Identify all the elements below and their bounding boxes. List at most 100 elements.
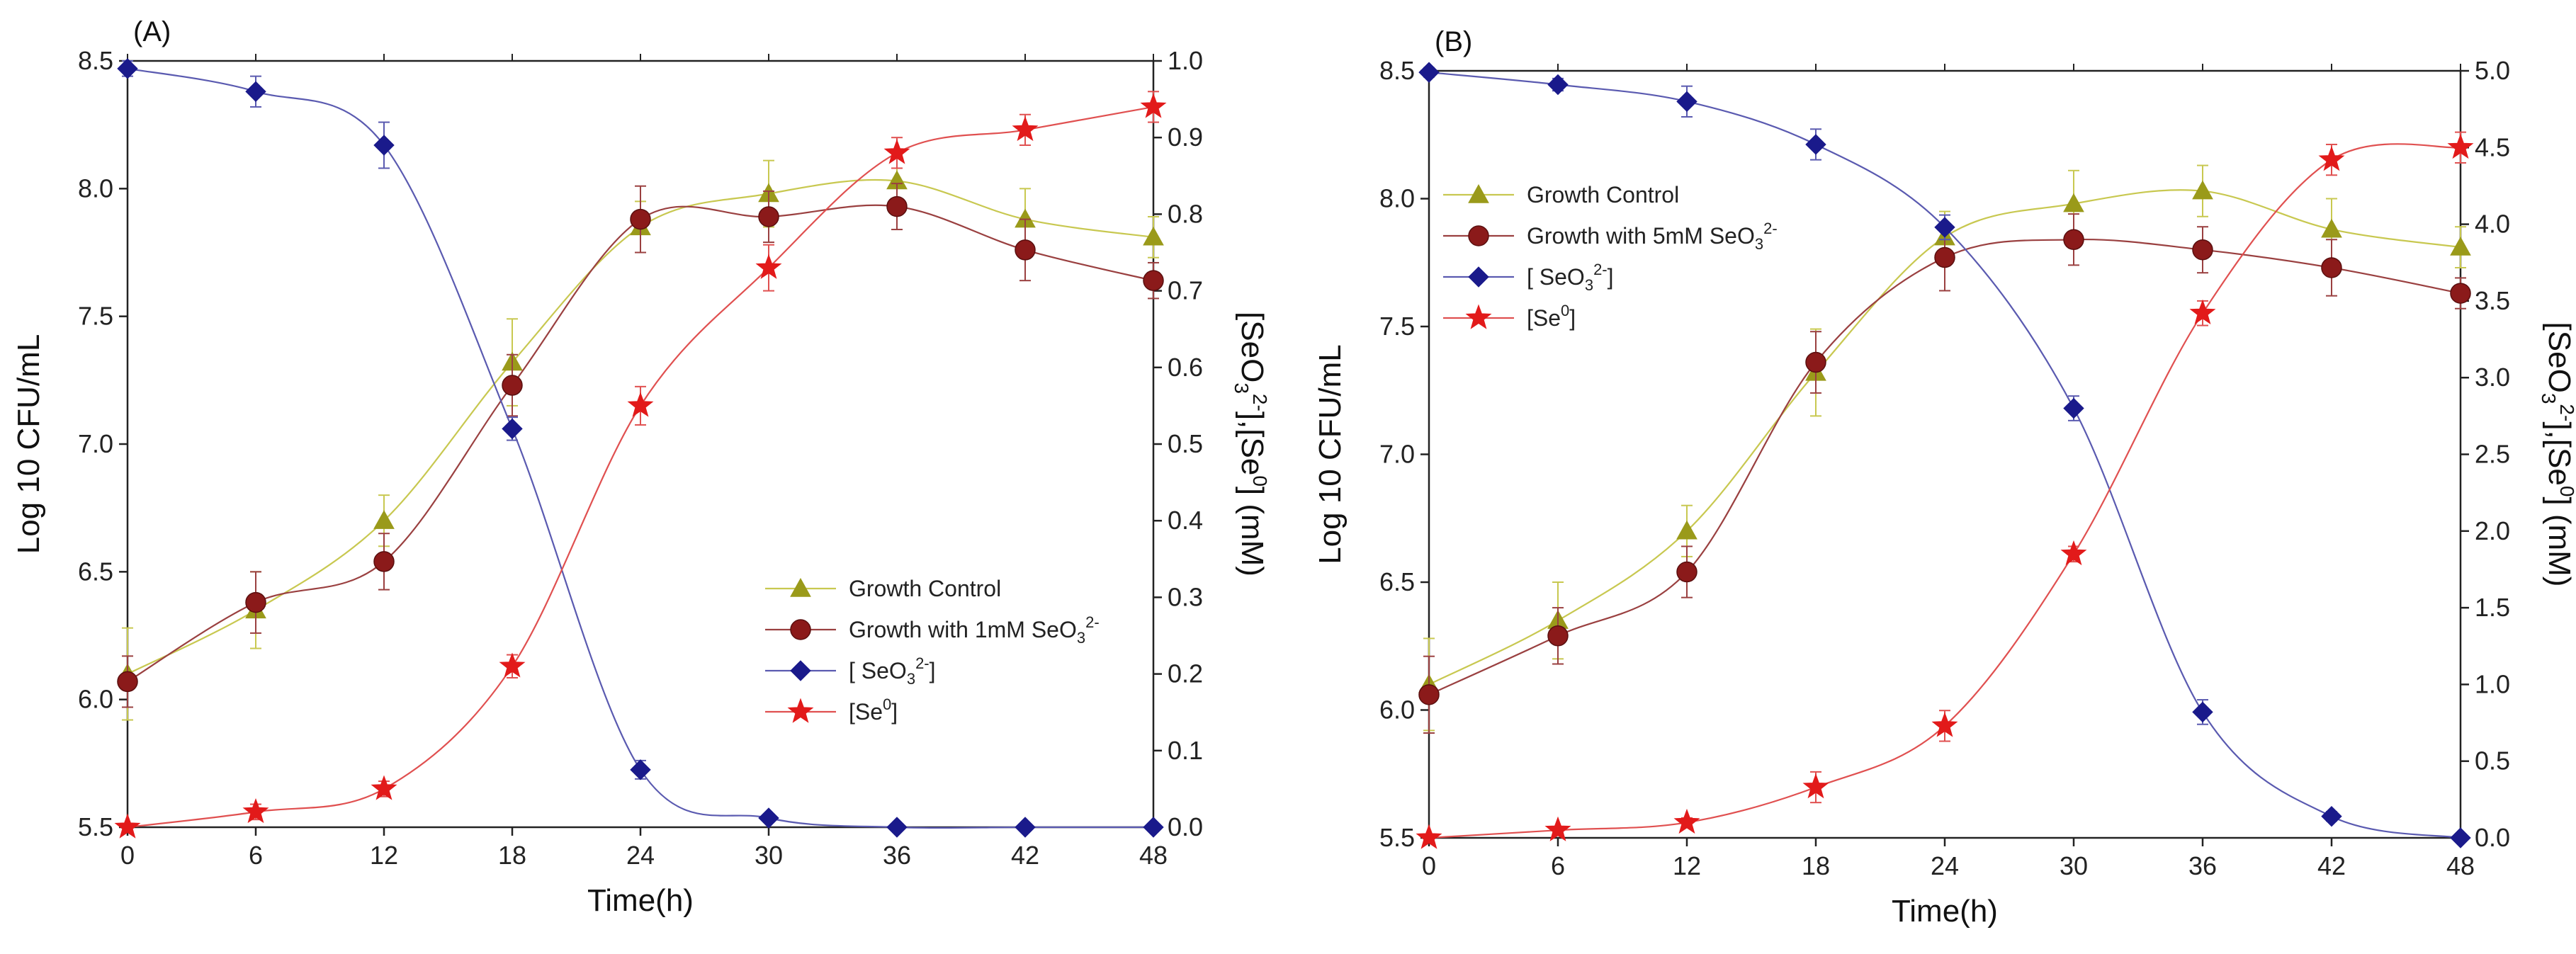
x-tick-label: 0 — [1422, 851, 1436, 880]
legend-label: [ SeO32-] — [849, 654, 936, 688]
x-tick-label: 48 — [2446, 851, 2475, 880]
y2-tick-label: 0.5 — [2475, 746, 2510, 776]
x-tick-label: 12 — [370, 841, 398, 870]
series-diamond — [117, 58, 1164, 838]
legend-marker — [790, 577, 811, 597]
data-point — [1143, 817, 1164, 838]
y2-tick-label: 0.0 — [2475, 823, 2510, 852]
series-circle — [117, 183, 1164, 708]
y2-tick-label: 4.0 — [2475, 210, 2510, 239]
y-tick-label: 5.5 — [78, 812, 113, 841]
legend-label: [Se0] — [849, 695, 898, 725]
x-tick-label: 42 — [1011, 841, 1039, 870]
data-point — [1418, 62, 1440, 83]
legend-label: Growth Control — [1527, 182, 1679, 208]
data-point — [499, 652, 526, 678]
series-line — [1428, 238, 2461, 695]
data-point — [2318, 146, 2345, 171]
y-tick-label: 8.5 — [1379, 56, 1415, 85]
data-point — [1012, 115, 1039, 142]
x-tick-label: 18 — [1802, 851, 1830, 880]
data-point — [1934, 217, 1955, 238]
y2-tick-label: 0.1 — [1168, 736, 1203, 765]
y2-tick-label: 0.4 — [1168, 506, 1203, 535]
y-tick-label: 5.5 — [1379, 823, 1415, 852]
y2-tick-label: 0.7 — [1168, 276, 1203, 305]
x-tick-label: 30 — [2060, 851, 2088, 880]
data-point — [1934, 246, 1955, 268]
y-axis-label: Log 10 CFU/mL — [1313, 344, 1348, 564]
x-tick-label: 30 — [755, 841, 783, 870]
data-point — [2450, 827, 2471, 848]
x-tick-label: 12 — [1673, 851, 1701, 880]
data-point — [755, 254, 782, 279]
data-point — [2450, 237, 2471, 256]
series-star — [1416, 131, 2474, 849]
y2-tick-label: 5.0 — [2475, 56, 2510, 85]
y2-axis-label: [SeO32-],[Se0] (mM) — [1231, 312, 1271, 577]
data-point — [117, 58, 138, 79]
series-star — [114, 91, 1167, 839]
y-tick-label: 8.0 — [1379, 184, 1415, 213]
legend-marker — [1468, 183, 1489, 203]
x-tick-label: 48 — [1139, 841, 1168, 870]
data-point — [245, 81, 266, 102]
y2-tick-label: 0.5 — [1168, 429, 1203, 458]
y2-tick-label: 0.8 — [1168, 199, 1203, 228]
data-point — [2192, 180, 2213, 200]
data-point — [627, 392, 654, 417]
data-point — [1418, 684, 1440, 705]
data-point — [2321, 218, 2342, 238]
data-point — [883, 139, 910, 164]
y2-tick-label: 3.0 — [2475, 363, 2510, 392]
y2-tick-label: 3.5 — [2475, 286, 2510, 315]
data-point — [1676, 520, 1697, 540]
data-point — [1805, 134, 1826, 155]
data-point — [242, 797, 269, 824]
x-tick-label: 6 — [1551, 851, 1565, 880]
y-tick-label: 7.0 — [1379, 440, 1415, 469]
data-point — [1416, 824, 1442, 849]
data-point — [1547, 625, 1569, 647]
x-tick-label: 42 — [2317, 851, 2346, 880]
panel-label: (A) — [133, 16, 171, 47]
legend-marker — [1468, 266, 1489, 288]
data-point — [758, 206, 779, 227]
data-point — [373, 135, 395, 156]
y-tick-label: 7.5 — [78, 302, 113, 331]
y2-tick-label: 2.5 — [2475, 440, 2510, 469]
series-line — [1428, 189, 2461, 686]
series-line — [127, 67, 1153, 829]
data-point — [2321, 805, 2342, 827]
data-point — [758, 807, 779, 829]
data-point — [1805, 351, 1826, 373]
y2-axis-label: [SeO32-],[Se0] (mM) — [2538, 322, 2576, 587]
data-point — [1673, 808, 1700, 834]
data-point — [1143, 226, 1164, 246]
y-tick-label: 6.0 — [78, 685, 113, 714]
legend-marker — [790, 619, 811, 640]
y-tick-label: 8.5 — [78, 46, 113, 75]
data-point — [502, 418, 523, 440]
data-point — [1143, 270, 1164, 291]
y-tick-label: 7.0 — [78, 429, 113, 458]
y2-tick-label: 0.2 — [1168, 659, 1203, 688]
data-point — [1676, 561, 1697, 583]
legend-label: Growth with 5mM SeO32- — [1527, 220, 1778, 253]
legend: Growth Control Growth with 5mM SeO32- [ Se… — [1443, 182, 1778, 331]
legend-marker — [1465, 304, 1492, 329]
y-tick-label: 6.5 — [78, 557, 113, 586]
data-point — [2063, 397, 2084, 419]
data-point — [1547, 74, 1569, 96]
data-point — [373, 510, 395, 529]
data-point — [114, 813, 141, 839]
y-tick-label: 8.0 — [78, 174, 113, 203]
x-tick-label: 24 — [1931, 851, 1959, 880]
y2-tick-label: 2.0 — [2475, 516, 2510, 545]
data-point — [2192, 701, 2213, 723]
data-point — [2063, 193, 2084, 212]
plot-frame — [126, 59, 1155, 829]
data-point — [2063, 229, 2084, 251]
data-point — [373, 551, 395, 572]
